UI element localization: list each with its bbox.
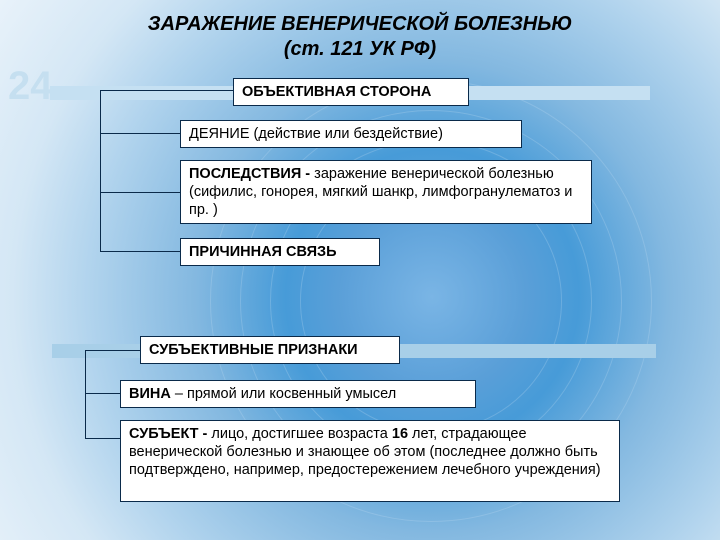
box-subject: СУБЪЕКТ - лицо, достигшее возраста 16 ле… — [120, 420, 620, 502]
slide-title: ЗАРАЖЕНИЕ ВЕНЕРИЧЕСКОЙ БОЛЕЗНЬЮ (ст. 121… — [0, 0, 720, 62]
connector-branch-1-1 — [100, 192, 180, 193]
box-consequences: ПОСЛЕДСТВИЯ - заражение венерической бол… — [180, 160, 592, 224]
connector-branch-2-0 — [85, 393, 120, 394]
connector-branch-2-1 — [85, 438, 120, 439]
title-line2: (ст. 121 УК РФ) — [0, 37, 720, 62]
connector-branch-1-0 — [100, 133, 180, 134]
connector-trunk-2 — [85, 350, 86, 439]
box-guilt: ВИНА – прямой или косвенный умысел — [120, 380, 476, 408]
title-line1: ЗАРАЖЕНИЕ ВЕНЕРИЧЕСКОЙ БОЛЕЗНЬЮ — [0, 12, 720, 37]
connector-top-2 — [85, 350, 140, 351]
box-objective-side: ОБЪЕКТИВНАЯ СТОРОНА — [233, 78, 469, 106]
connector-trunk-1 — [100, 90, 101, 252]
page-number: 24 — [8, 64, 53, 109]
connector-top-1 — [100, 90, 233, 91]
box-act: ДЕЯНИЕ (действие или бездействие) — [180, 120, 522, 148]
box-subjective-signs: СУБЪЕКТИВНЫЕ ПРИЗНАКИ — [140, 336, 400, 364]
connector-branch-1-2 — [100, 251, 180, 252]
box-causal-link: ПРИЧИННАЯ СВЯЗЬ — [180, 238, 380, 266]
